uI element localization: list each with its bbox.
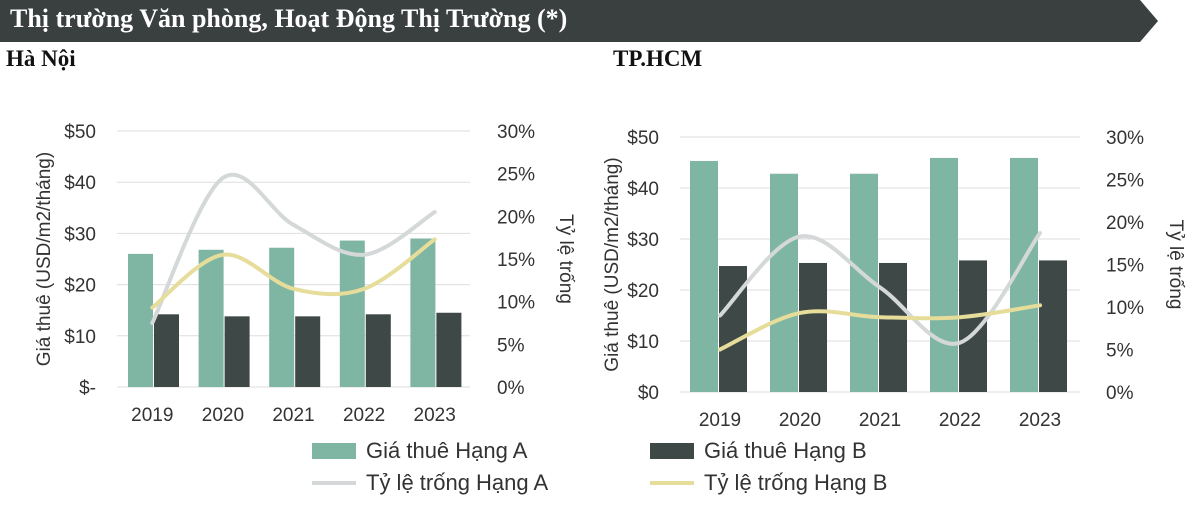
y-tick-label: $40 xyxy=(64,173,96,194)
bar-rent-b xyxy=(154,314,179,387)
legend-label-vacancy-b: Tỷ lệ trống Hạng B xyxy=(704,470,888,495)
chart-hanoi: $- $10 $20 $30 $40 $50 0% 5% 10% 15% 20% 25% 30% 2019… xyxy=(34,122,576,426)
line-vacancy-a xyxy=(150,173,437,325)
y-tick-label: $50 xyxy=(627,128,659,149)
y-tick-label: $30 xyxy=(64,224,96,245)
legend-item-vacancy-a: Tỷ lệ trống Hạng A xyxy=(312,470,548,496)
y2-axis-title: Tỷ lệ trống xyxy=(1165,220,1186,310)
bar-rent-a xyxy=(690,160,718,392)
y2-tick-label: 10% xyxy=(497,293,535,314)
x-tick-label: 2019 xyxy=(131,405,173,426)
title-banner: Thị trường Văn phòng, Hoạt Động Thị Trườ… xyxy=(0,0,1160,42)
bar-rent-b xyxy=(365,314,391,387)
y-tick-label: $10 xyxy=(627,332,659,353)
banner-shape xyxy=(0,0,1158,42)
bar-rent-b xyxy=(295,316,321,387)
y2-tick-label: 15% xyxy=(1106,256,1144,277)
x-tick-label: 2019 xyxy=(699,410,741,431)
x-tick-label: 2022 xyxy=(343,405,385,426)
y2-tick-label: 10% xyxy=(1106,298,1144,319)
line-vacancy-b xyxy=(150,237,437,310)
x-tick-label: 2022 xyxy=(939,410,981,431)
y2-tick-label: 0% xyxy=(1106,383,1134,404)
y2-tick-label: 5% xyxy=(1106,341,1134,362)
y-tick-label: $20 xyxy=(627,281,659,302)
bar-rent-a xyxy=(339,240,365,387)
y-axis-title: Giá thuê (USD/m2/tháng) xyxy=(602,157,623,371)
legend-item-rent-a: Giá thuê Hạng A xyxy=(312,438,527,464)
y-tick-label: $30 xyxy=(627,230,659,251)
y2-tick-label: 15% xyxy=(497,250,535,271)
y2-tick-label: 20% xyxy=(1106,213,1144,234)
legend-label-rent-a: Giá thuê Hạng A xyxy=(366,438,528,463)
legend-swatch-rent-b xyxy=(650,443,694,459)
legend: Giá thuê Hạng A Giá thuê Hạng B Tỷ lệ tr… xyxy=(0,430,1200,510)
legend-swatch-vacancy-b xyxy=(650,481,694,485)
legend-label-vacancy-a: Tỷ lệ trống Hạng A xyxy=(366,470,549,495)
y-tick-label: $20 xyxy=(64,276,96,297)
legend-item-rent-b: Giá thuê Hạng B xyxy=(650,438,867,464)
y2-tick-label: 25% xyxy=(497,165,535,186)
y-axis-title: Giá thuê (USD/m2/tháng) xyxy=(34,152,55,366)
bar-rent-a xyxy=(269,247,295,387)
x-tick-label: 2020 xyxy=(779,410,821,431)
x-tick-label: 2020 xyxy=(202,405,244,426)
chart-hcm: $0 $10 $20 $30 $40 $50 0% 5% 10% 15% 20% 25% 30% 2019… xyxy=(602,128,1186,431)
bar-rent-a xyxy=(410,238,436,387)
y-tick-label: $10 xyxy=(64,327,96,348)
x-tick-label: 2023 xyxy=(1019,410,1061,431)
legend-item-vacancy-b: Tỷ lệ trống Hạng B xyxy=(650,470,887,496)
legend-label-rent-b: Giá thuê Hạng B xyxy=(704,438,867,463)
legend-swatch-vacancy-a xyxy=(312,481,356,485)
line-vacancy-b xyxy=(718,303,1042,352)
y-tick-label: $40 xyxy=(627,179,659,200)
subtitle-hcm: TP.HCM xyxy=(613,46,703,71)
y-tick-label: $0 xyxy=(638,383,659,404)
bar-rent-a xyxy=(930,157,958,392)
y2-tick-label: 0% xyxy=(497,378,525,399)
legend-swatch-rent-a xyxy=(312,443,356,459)
bar-rent-a xyxy=(198,249,224,387)
x-tick-label: 2021 xyxy=(859,410,901,431)
bar-rent-b xyxy=(879,262,907,392)
y2-tick-label: 25% xyxy=(1106,171,1144,192)
x-tick-label: 2023 xyxy=(414,405,456,426)
bar-rent-b xyxy=(1039,260,1067,392)
subtitle-hanoi: Hà Nội xyxy=(6,46,76,71)
bar-rent-a xyxy=(128,253,153,387)
page-title: Thị trường Văn phòng, Hoạt Động Thị Trườ… xyxy=(10,4,568,33)
bar-rent-b xyxy=(436,312,462,387)
y-tick-label: $50 xyxy=(64,122,96,143)
y2-tick-label: 30% xyxy=(1106,128,1144,149)
y-tick-label: $- xyxy=(79,378,96,399)
y2-axis-title: Tỷ lệ trống xyxy=(555,214,576,304)
x-tick-label: 2021 xyxy=(272,405,314,426)
y2-tick-label: 20% xyxy=(497,207,535,228)
y2-tick-label: 30% xyxy=(497,122,535,143)
bar-rent-b xyxy=(224,316,250,387)
y2-tick-label: 5% xyxy=(497,335,525,356)
bar-rent-a xyxy=(770,173,798,392)
bar-rent-b xyxy=(799,262,827,392)
